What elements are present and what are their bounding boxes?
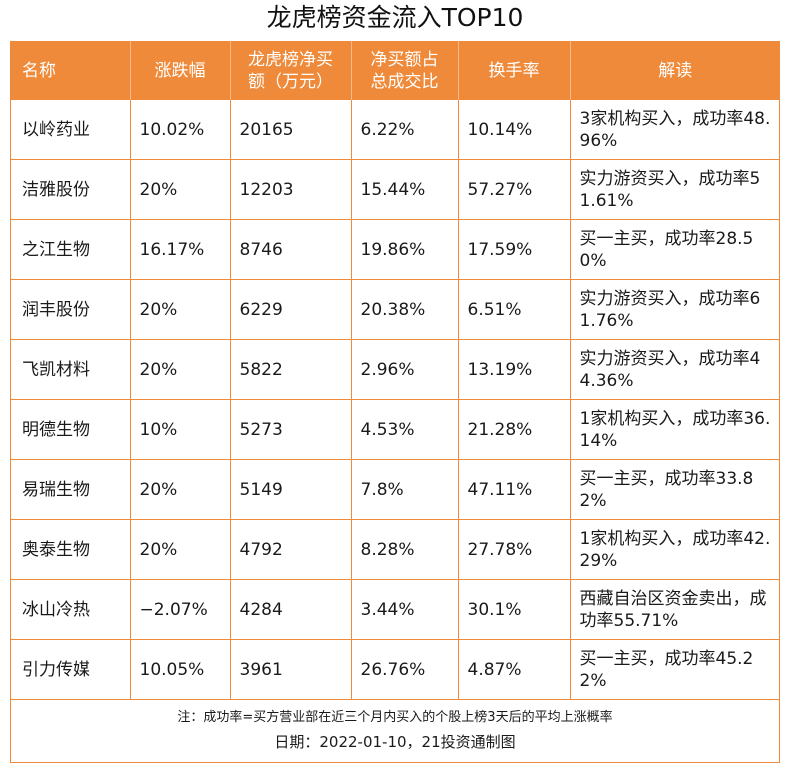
comment-cell: 3家机构买入，成功率48.96%: [570, 100, 780, 160]
table-row: 洁雅股份 20% 12203 15.44% 57.27% 实力游资买入，成功率51.61%: [10, 159, 780, 220]
turnover-cell: 21.28%: [458, 399, 571, 460]
footnote: 注：成功率=买方营业部在近三个月内买入的个股上榜3天后的平均上涨概率: [177, 710, 613, 725]
stock-name-cell: 奥泰生物: [10, 519, 131, 580]
comment-cell: 买一主买，成功率33.82%: [570, 459, 780, 520]
change-cell: 10%: [130, 399, 231, 460]
date-credit: 日期：2022-01-10，21投资通制图: [274, 733, 516, 751]
stock-name-cell: 飞凯材料: [10, 339, 131, 400]
table-row: 易瑞生物 20% 5149 7.8% 47.11% 买一主买，成功率33.82%: [10, 459, 780, 520]
header-row: 名称 涨跌幅 龙虎榜净买 额（万元） 净买额占 总成交比 换手率 解读: [10, 41, 780, 100]
ratio-cell: 2.96%: [351, 339, 459, 400]
turnover-cell: 17.59%: [458, 219, 571, 280]
data-table: 名称 涨跌幅 龙虎榜净买 额（万元） 净买额占 总成交比 换手率 解读 以岭药业 10…: [10, 41, 780, 700]
change-cell: 20%: [130, 159, 231, 220]
header-change: 涨跌幅: [130, 41, 231, 100]
net-buy-cell: 12203: [230, 159, 352, 220]
net-buy-cell: 8746: [230, 219, 352, 280]
comment-cell: 买一主买，成功率45.22%: [570, 639, 780, 700]
ratio-cell: 8.28%: [351, 519, 459, 580]
net-buy-cell: 5822: [230, 339, 352, 400]
header-ratio: 净买额占 总成交比: [351, 41, 459, 100]
comment-cell: 实力游资买入，成功率61.76%: [570, 279, 780, 340]
header-net-buy: 龙虎榜净买 额（万元）: [230, 41, 352, 100]
stock-name-cell: 明德生物: [10, 399, 131, 460]
stock-name-cell: 冰山冷热: [10, 579, 131, 640]
table-row: 之江生物 16.17% 8746 19.86% 17.59% 买一主买，成功率28.50%: [10, 219, 780, 280]
net-buy-cell: 20165: [230, 100, 352, 160]
turnover-cell: 10.14%: [458, 100, 571, 160]
ratio-cell: 7.8%: [351, 459, 459, 520]
change-cell: 20%: [130, 339, 231, 400]
net-buy-cell: 4284: [230, 579, 352, 640]
comment-cell: 西藏自治区资金卖出，成功率55.71%: [570, 579, 780, 640]
table-row: 明德生物 10% 5273 4.53% 21.28% 1家机构买入，成功率36.14%: [10, 399, 780, 460]
table-row: 润丰股份 20% 6229 20.38% 6.51% 实力游资买入，成功率61.76%: [10, 279, 780, 340]
ratio-cell: 19.86%: [351, 219, 459, 280]
ratio-cell: 20.38%: [351, 279, 459, 340]
change-cell: −2.07%: [130, 579, 231, 640]
turnover-cell: 47.11%: [458, 459, 571, 520]
header-turnover: 换手率: [458, 41, 571, 100]
turnover-cell: 6.51%: [458, 279, 571, 340]
table-row: 冰山冷热 −2.07% 4284 3.44% 30.1% 西藏自治区资金卖出，成功率55.…: [10, 579, 780, 640]
table-row: 引力传媒 10.05% 3961 26.76% 4.87% 买一主买，成功率45.22%: [10, 639, 780, 700]
stock-name-cell: 洁雅股份: [10, 159, 131, 220]
ratio-cell: 4.53%: [351, 399, 459, 460]
table-row: 以岭药业 10.02% 20165 6.22% 10.14% 3家机构买入，成功率48.9…: [10, 100, 780, 160]
table-row: 飞凯材料 20% 5822 2.96% 13.19% 实力游资买入，成功率44.36%: [10, 339, 780, 400]
net-buy-cell: 5149: [230, 459, 352, 520]
comment-cell: 买一主买，成功率28.50%: [570, 219, 780, 280]
stock-name-cell: 以岭药业: [10, 100, 131, 160]
change-cell: 16.17%: [130, 219, 231, 280]
change-cell: 20%: [130, 459, 231, 520]
ratio-cell: 3.44%: [351, 579, 459, 640]
stock-name-cell: 润丰股份: [10, 279, 131, 340]
ratio-cell: 6.22%: [351, 100, 459, 160]
page-title: 龙虎榜资金流入TOP10: [266, 3, 524, 32]
turnover-cell: 30.1%: [458, 579, 571, 640]
net-buy-cell: 5273: [230, 399, 352, 460]
table-row: 奥泰生物 20% 4792 8.28% 27.78% 1家机构买入，成功率42.29%: [10, 519, 780, 580]
net-buy-cell: 4792: [230, 519, 352, 580]
comment-cell: 1家机构买入，成功率36.14%: [570, 399, 780, 460]
stock-name-cell: 易瑞生物: [10, 459, 131, 520]
turnover-cell: 57.27%: [458, 159, 571, 220]
stock-name-cell: 之江生物: [10, 219, 131, 280]
turnover-cell: 13.19%: [458, 339, 571, 400]
turnover-cell: 27.78%: [458, 519, 571, 580]
net-buy-cell: 6229: [230, 279, 352, 340]
comment-cell: 实力游资买入，成功率44.36%: [570, 339, 780, 400]
net-buy-cell: 3961: [230, 639, 352, 700]
change-cell: 20%: [130, 519, 231, 580]
change-cell: 10.05%: [130, 639, 231, 700]
ratio-cell: 15.44%: [351, 159, 459, 220]
comment-cell: 实力游资买入，成功率51.61%: [570, 159, 780, 220]
stock-name-cell: 引力传媒: [10, 639, 131, 700]
header-name: 名称: [10, 41, 131, 100]
comment-cell: 1家机构买入，成功率42.29%: [570, 519, 780, 580]
header-comment: 解读: [570, 41, 780, 100]
turnover-cell: 4.87%: [458, 639, 571, 700]
change-cell: 10.02%: [130, 100, 231, 160]
change-cell: 20%: [130, 279, 231, 340]
ratio-cell: 26.76%: [351, 639, 459, 700]
